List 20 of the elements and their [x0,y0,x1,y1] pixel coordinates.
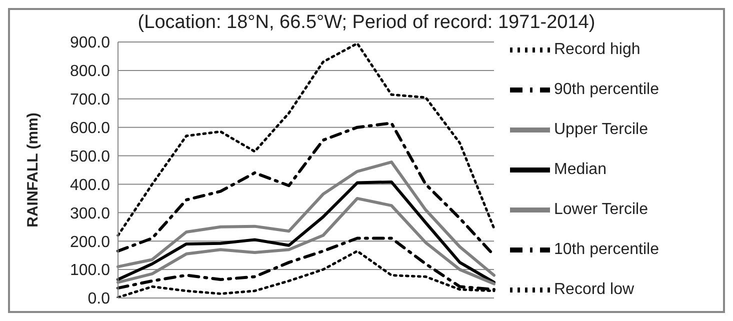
legend-label: Median [554,161,606,178]
legend-label: Record low [554,281,634,298]
y-tick-label: 200.0 [70,234,110,251]
y-tick-label: 900.0 [70,34,110,52]
legend-label: Record high [554,41,640,58]
y-axis-title: RAINFALL (mm) [24,112,42,228]
y-tick-label: 600.0 [70,120,110,138]
legend-label: 10th percentile [554,241,659,258]
y-tick-label: 400.0 [70,176,110,194]
legend-label: Upper Tercile [554,121,648,138]
y-tick-label: 100.0 [70,262,110,280]
line-series [116,180,496,284]
legend-label: Lower Tercile [554,201,648,218]
chart-title: (Location: 18°N, 66.5°W; Period of record: 1971-2014) [136,12,596,34]
y-tick-label: 500.0 [70,148,110,166]
y-tick-label: 700.0 [70,92,110,109]
y-tick-label: 0.0 [88,290,110,308]
y-tick-label: 300.0 [70,205,110,222]
legend-label: 90th percentile [554,81,659,98]
y-tick-label: 800.0 [70,63,110,80]
